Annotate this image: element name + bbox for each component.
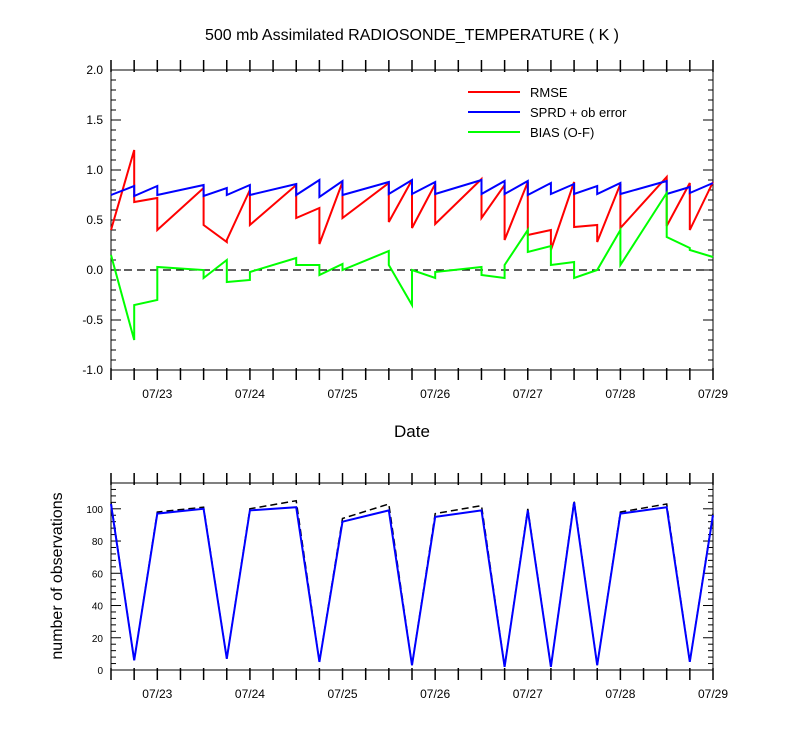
x-axis-label: Date [394,422,430,441]
legend-label: RMSE [530,85,568,100]
bottom-y-axis: 0 20 40 60 80 100 [86,482,713,677]
bottom-x-axis: 07/23 07/24 07/25 07/26 07/27 07/28 07/29 [110,473,728,701]
x-tick-label: 07/29 [698,387,728,401]
y-tick-label: 0.5 [86,213,103,227]
x-tick-label: 07/28 [605,387,635,401]
used-observations-line [110,502,714,667]
y-tick-label: 1.0 [86,163,103,177]
x-tick-label: 07/24 [235,387,265,401]
x-tick-label: 07/29 [698,687,728,701]
y-tick-label: 60 [92,569,104,580]
x-tick-label: 07/27 [513,687,543,701]
top-series-lines [110,149,714,341]
legend-label: SPRD + ob error [530,105,627,120]
series-line-sprd-ob-error [110,178,714,199]
y-tick-label: 0 [97,666,103,677]
x-tick-label: 07/26 [420,687,450,701]
y-tick-label: 0.0 [86,263,103,277]
top-chart: 500 mb Assimilated RADIOSONDE_TEMPERATUR… [82,27,728,441]
x-tick-label: 07/25 [328,687,358,701]
possible-observations-line [110,499,714,667]
series-line-rmse [110,149,714,251]
x-tick-label: 07/26 [420,387,450,401]
y-tick-label: 1.5 [86,113,103,127]
x-tick-label: 07/24 [235,687,265,701]
bottom-series-lines [110,499,714,667]
y-tick-label: 2.0 [86,63,103,77]
x-tick-label: 07/23 [142,387,172,401]
y-tick-label: 20 [92,634,104,645]
chart-title: 500 mb Assimilated RADIOSONDE_TEMPERATUR… [205,27,619,44]
top-y-axis: -1.0 -0.5 0.0 0.5 1.0 1.5 2.0 [82,63,713,377]
legend: RMSE SPRD + ob error BIAS (O-F) [468,85,627,140]
y-tick-label: -0.5 [82,313,103,327]
y-axis-label-observations: number of observations [49,492,66,659]
top-x-axis: 07/23 07/24 07/25 07/26 07/27 07/28 07/29 [110,60,728,401]
x-tick-label: 07/23 [142,687,172,701]
x-tick-label: 07/27 [513,387,543,401]
x-tick-label: 07/25 [328,387,358,401]
legend-label: BIAS (O-F) [530,125,594,140]
x-tick-label: 07/28 [605,687,635,701]
y-tick-label: 100 [86,505,103,516]
series-line-bias-o-f [110,189,714,341]
y-tick-label: 80 [92,537,104,548]
y-tick-label: -1.0 [82,363,103,377]
y-tick-label: 40 [92,602,104,613]
